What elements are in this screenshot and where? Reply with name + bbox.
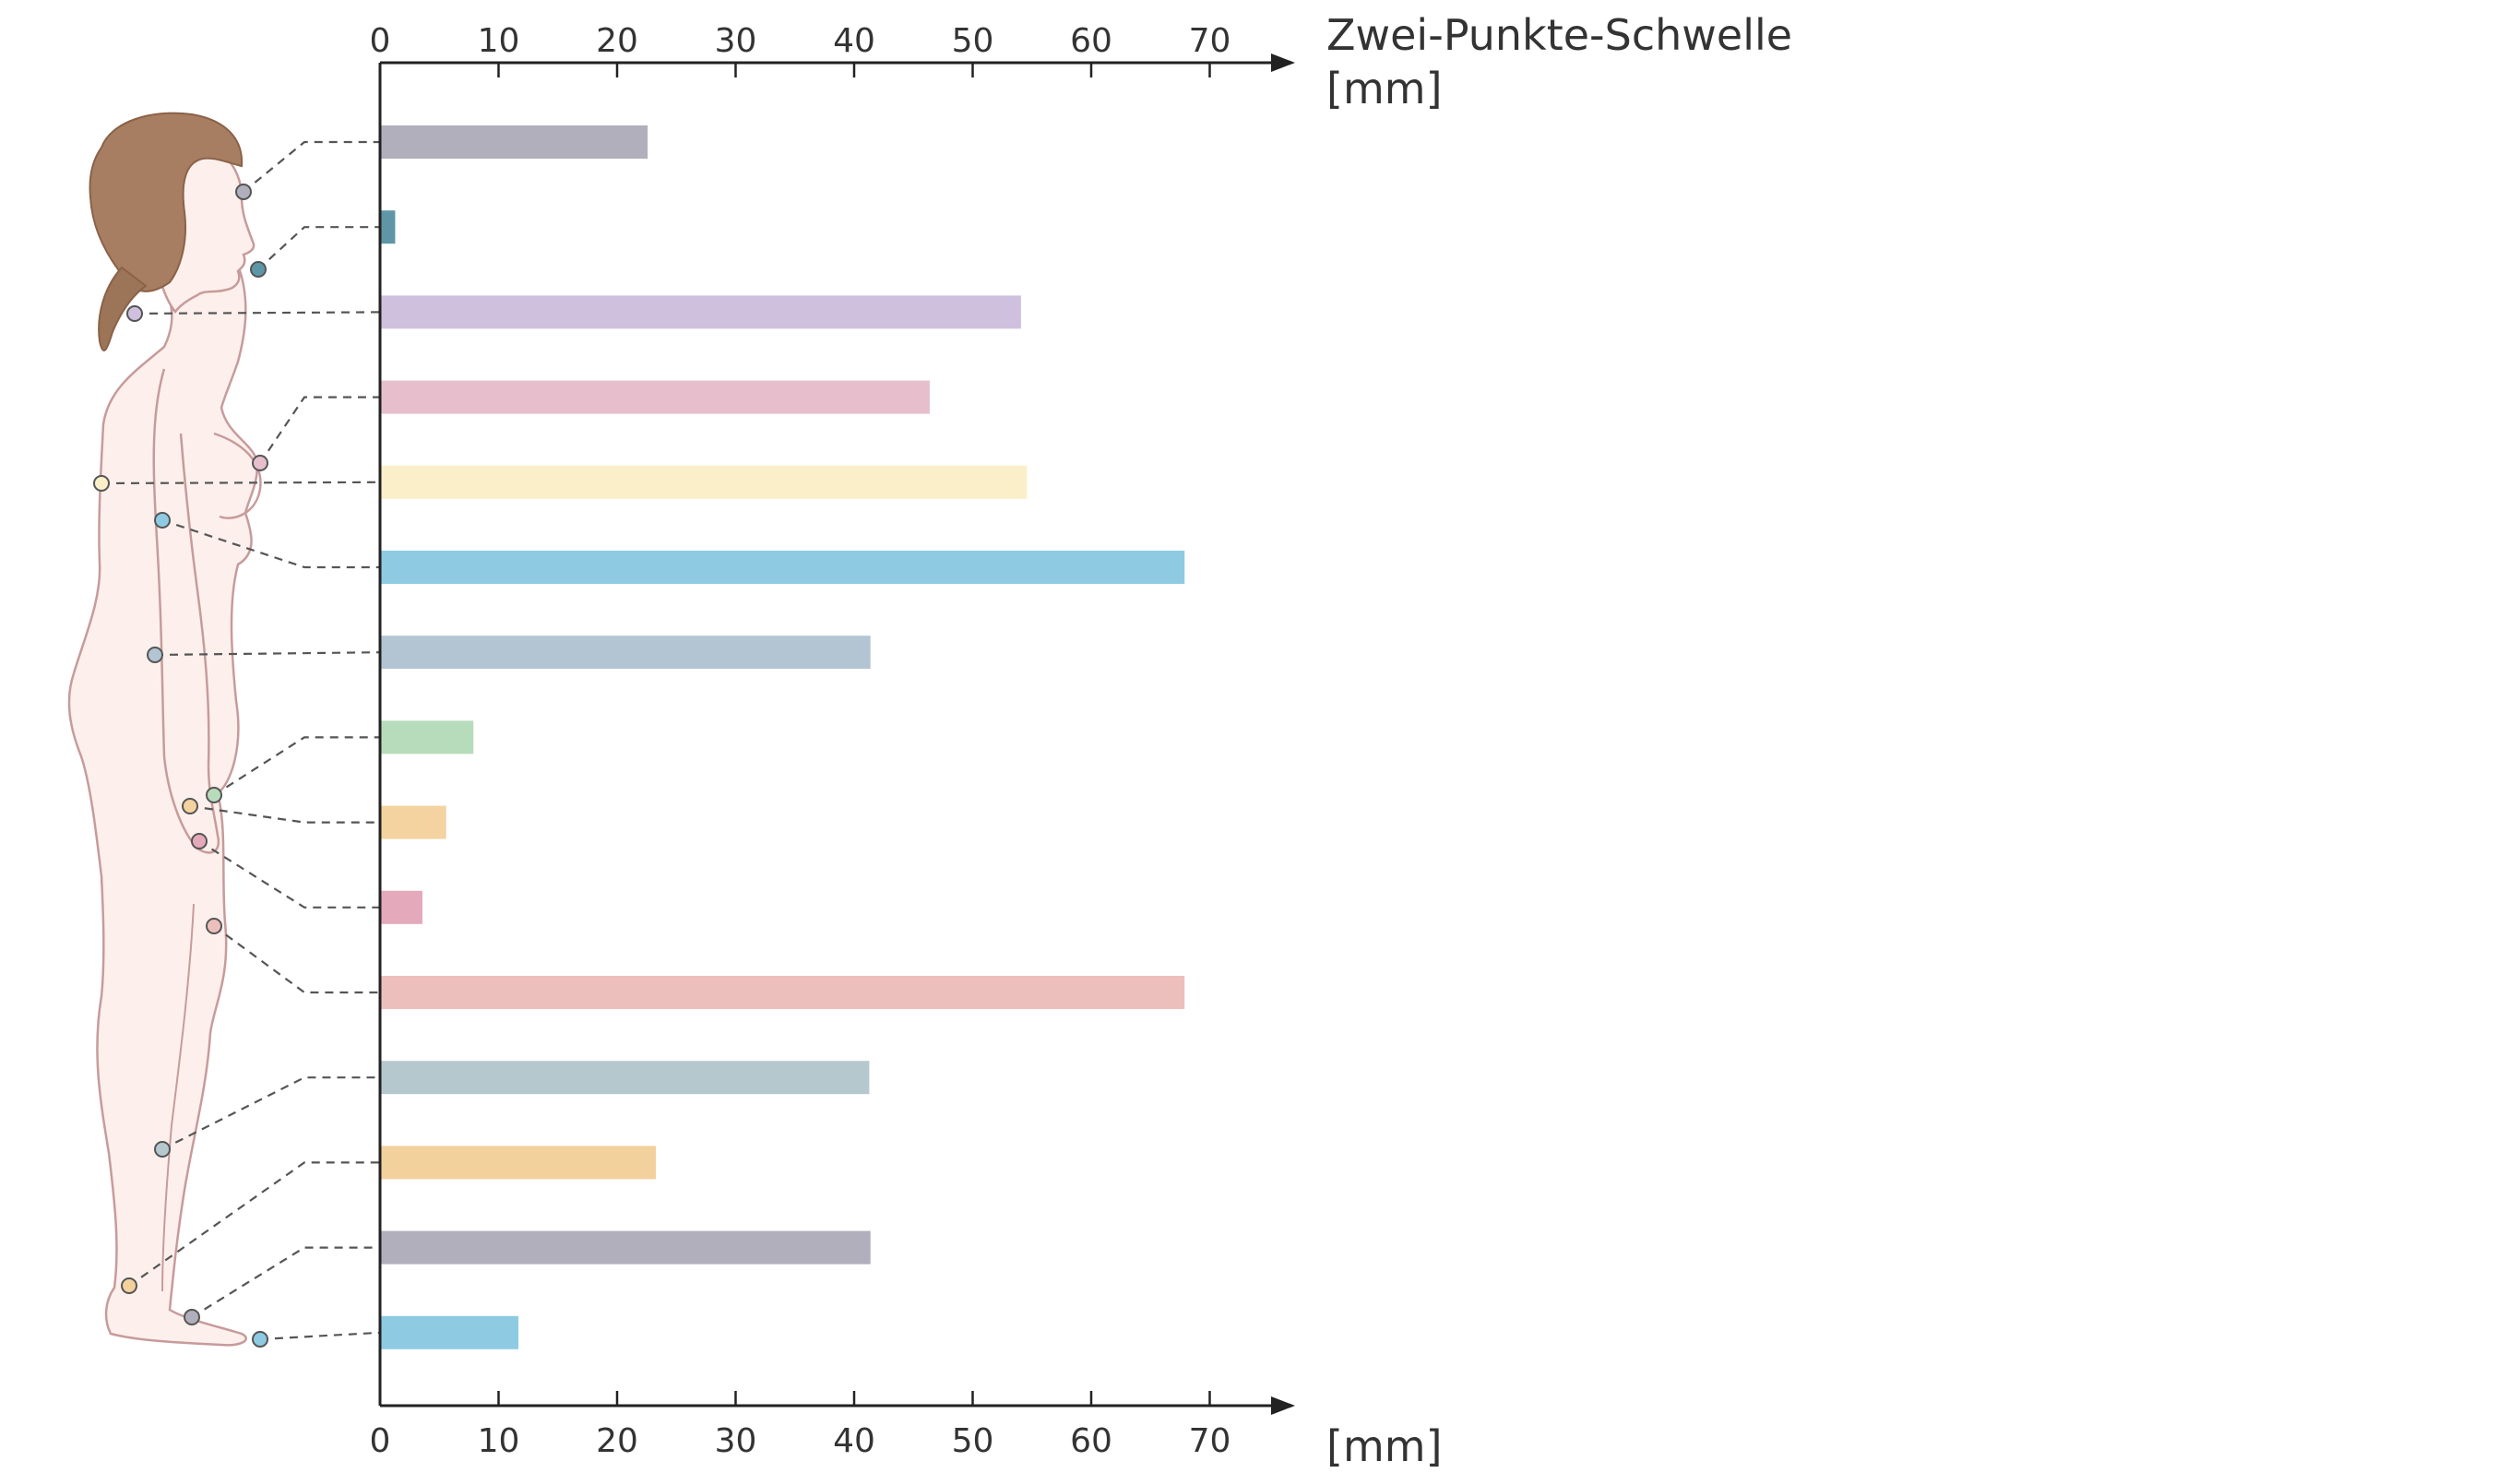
body-marker-6: [154, 512, 171, 529]
body-marker-7: [147, 647, 163, 663]
body-marker-1: [235, 184, 252, 200]
leader-line-8: [213, 736, 380, 796]
top-tick-label: 40: [833, 22, 875, 60]
leader-line-6: [161, 518, 380, 569]
body-marker-11: [206, 918, 222, 934]
bar-8: [381, 720, 474, 754]
bars: [381, 125, 1185, 1349]
bottom-tick-label: 60: [1070, 1422, 1112, 1460]
leader-lines: [101, 140, 381, 1341]
body-ponytail: [98, 266, 148, 352]
chart-title: Zwei-Punkte-Schwelle: [1326, 10, 1792, 60]
body-marker-2: [250, 261, 267, 278]
leader-line-15: [259, 1331, 381, 1341]
body-leg-line: [161, 903, 195, 1292]
leader-line-7: [154, 651, 381, 657]
top-x-ticks: 0 10 20 30 40 50 60 70: [370, 22, 1231, 77]
bar-3: [381, 295, 1021, 329]
leader-line-2: [257, 226, 380, 270]
bottom-x-axis-arrow: [1271, 1396, 1295, 1415]
body-marker-8: [206, 787, 222, 803]
top-tick-label: 0: [370, 22, 391, 60]
leader-line-1: [243, 140, 380, 193]
bar-12: [381, 1061, 870, 1095]
top-tick-label: 20: [596, 22, 638, 60]
bottom-tick-label: 20: [596, 1422, 638, 1460]
body-marker-5: [93, 475, 110, 492]
body-arm: [152, 368, 220, 854]
bar-6: [381, 551, 1185, 584]
bottom-tick-label: 30: [715, 1422, 757, 1460]
bottom-tick-label: 40: [833, 1422, 875, 1460]
leader-line-5: [101, 481, 381, 485]
body-breast: [213, 432, 262, 519]
bottom-tick-label: 50: [952, 1422, 994, 1460]
bottom-x-axis-unit: [mm]: [1326, 1421, 1443, 1471]
bar-11: [381, 976, 1185, 1009]
bar-7: [381, 636, 871, 670]
leader-line-11: [213, 925, 380, 994]
bottom-x-ticks: 0 10 20 30 40 50 60 70: [370, 1391, 1231, 1460]
leader-line-3: [134, 311, 381, 315]
bar-13: [381, 1146, 657, 1180]
body-marker-3: [126, 305, 143, 322]
bottom-tick-label: 70: [1189, 1422, 1231, 1460]
top-tick-label: 10: [478, 22, 520, 60]
leader-line-14: [191, 1246, 380, 1318]
body-marker-14: [184, 1309, 200, 1325]
bar-1: [381, 125, 648, 159]
top-tick-label: 50: [952, 22, 994, 60]
female-body-figure: [67, 112, 262, 1347]
leader-line-10: [198, 840, 380, 909]
top-tick-label: 70: [1189, 22, 1231, 60]
bottom-tick-label: 10: [478, 1422, 520, 1460]
body-marker-13: [121, 1277, 137, 1294]
body-hair: [89, 112, 244, 292]
body-marker-10: [191, 833, 208, 849]
axes: [378, 53, 1295, 1415]
leader-line-4: [259, 396, 380, 464]
bar-15: [381, 1315, 519, 1349]
bar-4: [381, 380, 930, 414]
bar-9: [381, 805, 446, 839]
body-marker-12: [154, 1141, 171, 1158]
bar-10: [381, 890, 422, 924]
leader-line-12: [161, 1076, 380, 1150]
bar-5: [381, 465, 1028, 499]
top-tick-label: 30: [715, 22, 757, 60]
leader-line-9: [189, 804, 380, 824]
leader-line-13: [128, 1161, 380, 1287]
top-x-axis-unit: [mm]: [1326, 64, 1443, 113]
body-marker-4: [252, 455, 268, 471]
body-markers: [93, 184, 268, 1348]
top-x-axis-arrow: [1271, 53, 1295, 72]
body-marker-9: [182, 798, 198, 814]
body-marker-15: [252, 1331, 268, 1348]
bar-2: [381, 210, 396, 244]
top-tick-label: 60: [1070, 22, 1112, 60]
bottom-tick-label: 0: [370, 1422, 391, 1460]
bar-14: [381, 1230, 871, 1265]
